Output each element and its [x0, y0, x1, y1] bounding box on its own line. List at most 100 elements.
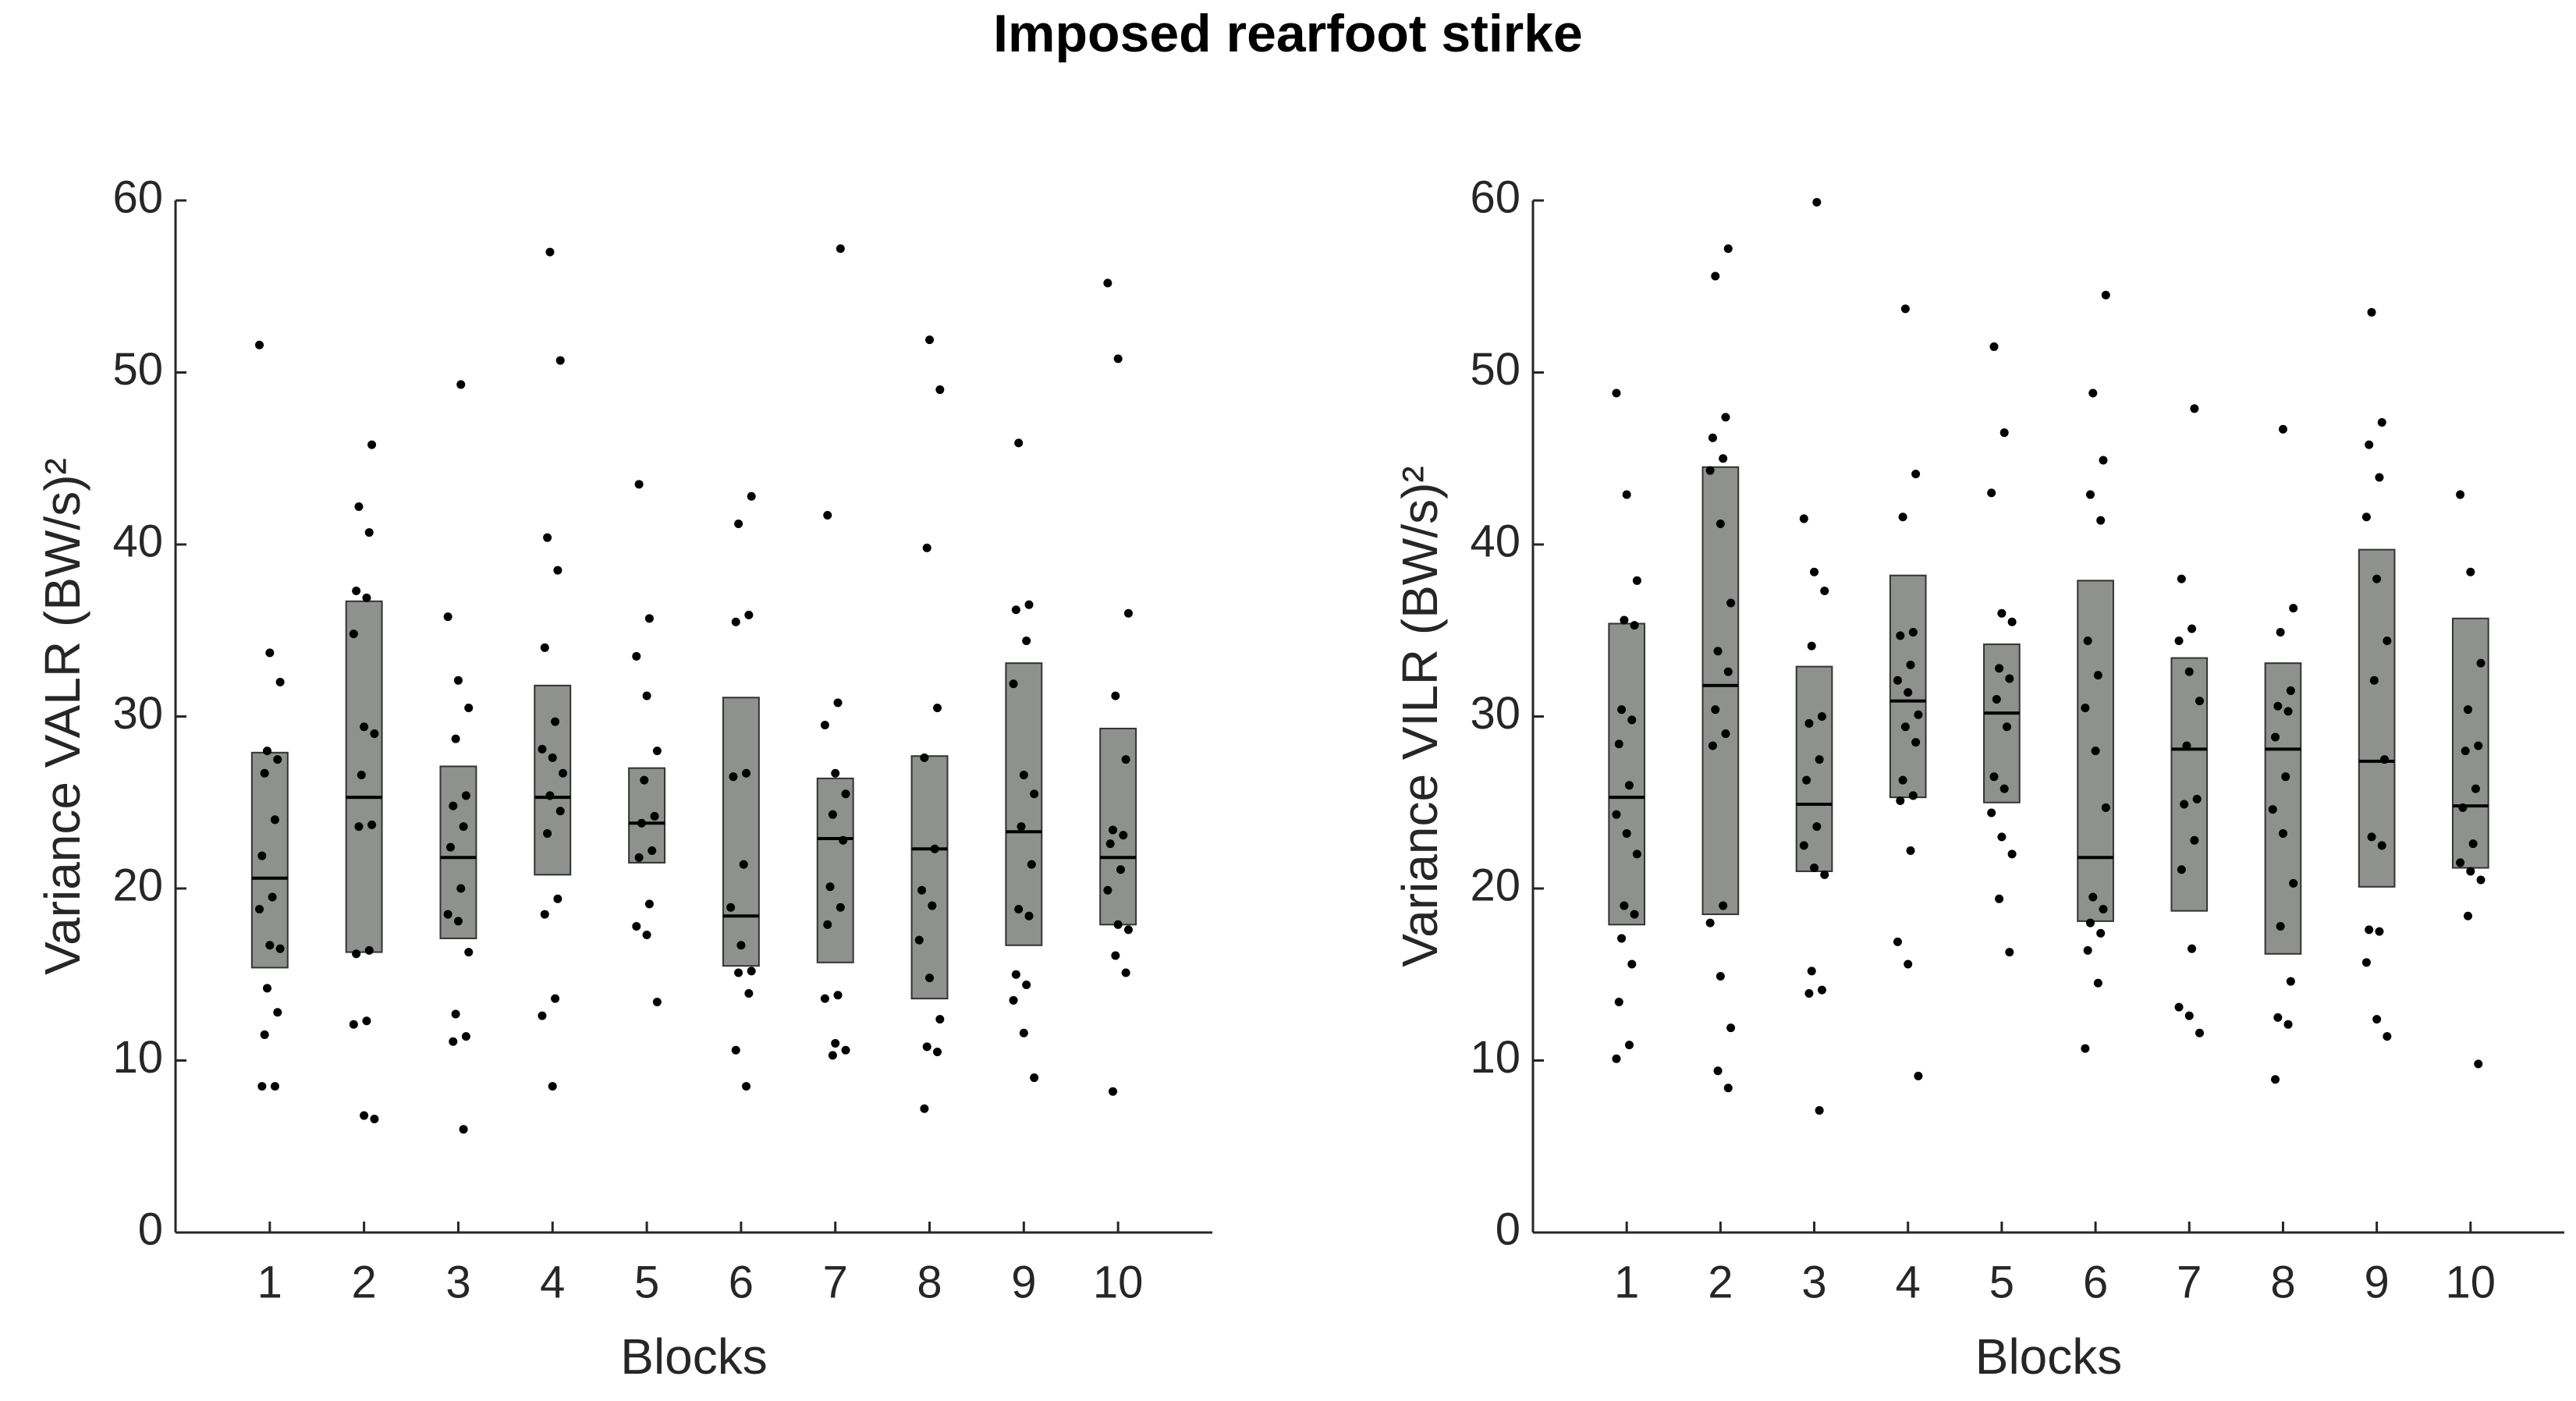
x-tick-label: 8 [917, 1257, 942, 1307]
data-point [1011, 970, 1020, 979]
data-point [644, 899, 654, 909]
data-point [449, 1037, 458, 1046]
data-point [1630, 910, 1639, 919]
y-tick-label: 60 [112, 172, 163, 222]
data-point [265, 648, 275, 658]
data-point [459, 822, 468, 832]
data-point [820, 994, 829, 1003]
y-tick-label: 0 [138, 1204, 163, 1254]
data-point [1906, 660, 1915, 669]
data-point [270, 1082, 279, 1091]
data-point [1123, 608, 1133, 618]
data-point [1726, 598, 1736, 608]
iqr-box [1608, 622, 1646, 926]
data-point [922, 543, 931, 552]
data-point [364, 528, 374, 537]
data-point [2367, 832, 2376, 842]
data-point [360, 1111, 369, 1120]
data-point [1024, 911, 1034, 920]
x-tick-label: 2 [1708, 1257, 1733, 1307]
data-point [543, 828, 552, 838]
figure-title: Imposed rearfoot stirke [993, 4, 1583, 63]
data-point [551, 717, 560, 726]
data-point [2464, 911, 2473, 920]
data-point [2003, 722, 2012, 732]
data-point [538, 744, 547, 754]
data-point [2276, 922, 2285, 931]
data-point [1030, 789, 1039, 799]
data-point [1624, 781, 1634, 790]
data-point [1705, 466, 1715, 475]
data-point [935, 385, 945, 395]
x-tick-label: 4 [540, 1257, 565, 1307]
data-point [445, 842, 455, 852]
data-point [637, 818, 646, 828]
data-point [2375, 927, 2384, 936]
y-tick-label: 10 [112, 1032, 163, 1083]
data-point [1109, 825, 1118, 835]
data-point [2278, 424, 2287, 434]
iqr-box [910, 755, 949, 1000]
data-point [453, 676, 463, 685]
data-point [933, 1047, 942, 1056]
data-point [2177, 574, 2186, 583]
data-point [559, 768, 568, 778]
x-tick-label: 1 [1614, 1257, 1639, 1307]
data-point [1908, 627, 1918, 637]
data-point [275, 944, 285, 953]
data-point [2466, 567, 2475, 576]
y-tick-label: 10 [1470, 1032, 1520, 1083]
x-tick-label: 8 [2270, 1257, 2295, 1307]
data-point [1721, 729, 1730, 739]
data-point [1109, 1087, 1118, 1096]
data-point [648, 846, 657, 855]
data-point [1711, 271, 1720, 281]
data-point [1103, 278, 1112, 288]
data-point [2195, 697, 2204, 706]
data-point [1820, 870, 1829, 879]
x-tick-label: 1 [257, 1257, 282, 1307]
data-point [2190, 404, 2199, 413]
data-point [2007, 617, 2017, 626]
data-point [2081, 1044, 2090, 1053]
data-point [2271, 732, 2280, 742]
y-tick-label: 40 [112, 516, 163, 566]
data-point [265, 941, 275, 950]
data-point [262, 747, 271, 756]
data-point [1105, 839, 1115, 849]
data-point [2093, 978, 2102, 988]
data-point [2192, 794, 2202, 803]
data-point [1817, 712, 1826, 721]
data-point [2096, 516, 2106, 525]
data-point [1103, 885, 1112, 895]
x-tick-label: 6 [729, 1257, 754, 1307]
data-point [2283, 1020, 2293, 1029]
data-point [1995, 664, 2004, 673]
data-point [2365, 440, 2374, 449]
data-point [461, 1032, 470, 1041]
data-point [1030, 1073, 1039, 1083]
data-point [831, 1038, 840, 1048]
data-point [1896, 796, 1905, 806]
data-point [2464, 705, 2473, 715]
data-point [2471, 784, 2480, 793]
data-point [548, 1082, 557, 1091]
data-point [2476, 658, 2486, 668]
data-point [1019, 770, 1028, 779]
data-point [553, 894, 562, 903]
data-point [734, 968, 743, 977]
data-point [744, 989, 754, 998]
data-point [1812, 197, 1822, 207]
data-point [2184, 667, 2194, 676]
data-point [825, 882, 835, 892]
iqr-box [2170, 657, 2209, 912]
data-point [747, 491, 756, 501]
data-point [1898, 775, 1907, 785]
data-point [1810, 864, 1819, 873]
data-point [2005, 674, 2014, 683]
data-point [349, 630, 358, 639]
data-point [1632, 576, 1641, 585]
data-point [2091, 747, 2100, 756]
data-point [1014, 438, 1024, 448]
x-tick-label: 7 [823, 1257, 848, 1307]
